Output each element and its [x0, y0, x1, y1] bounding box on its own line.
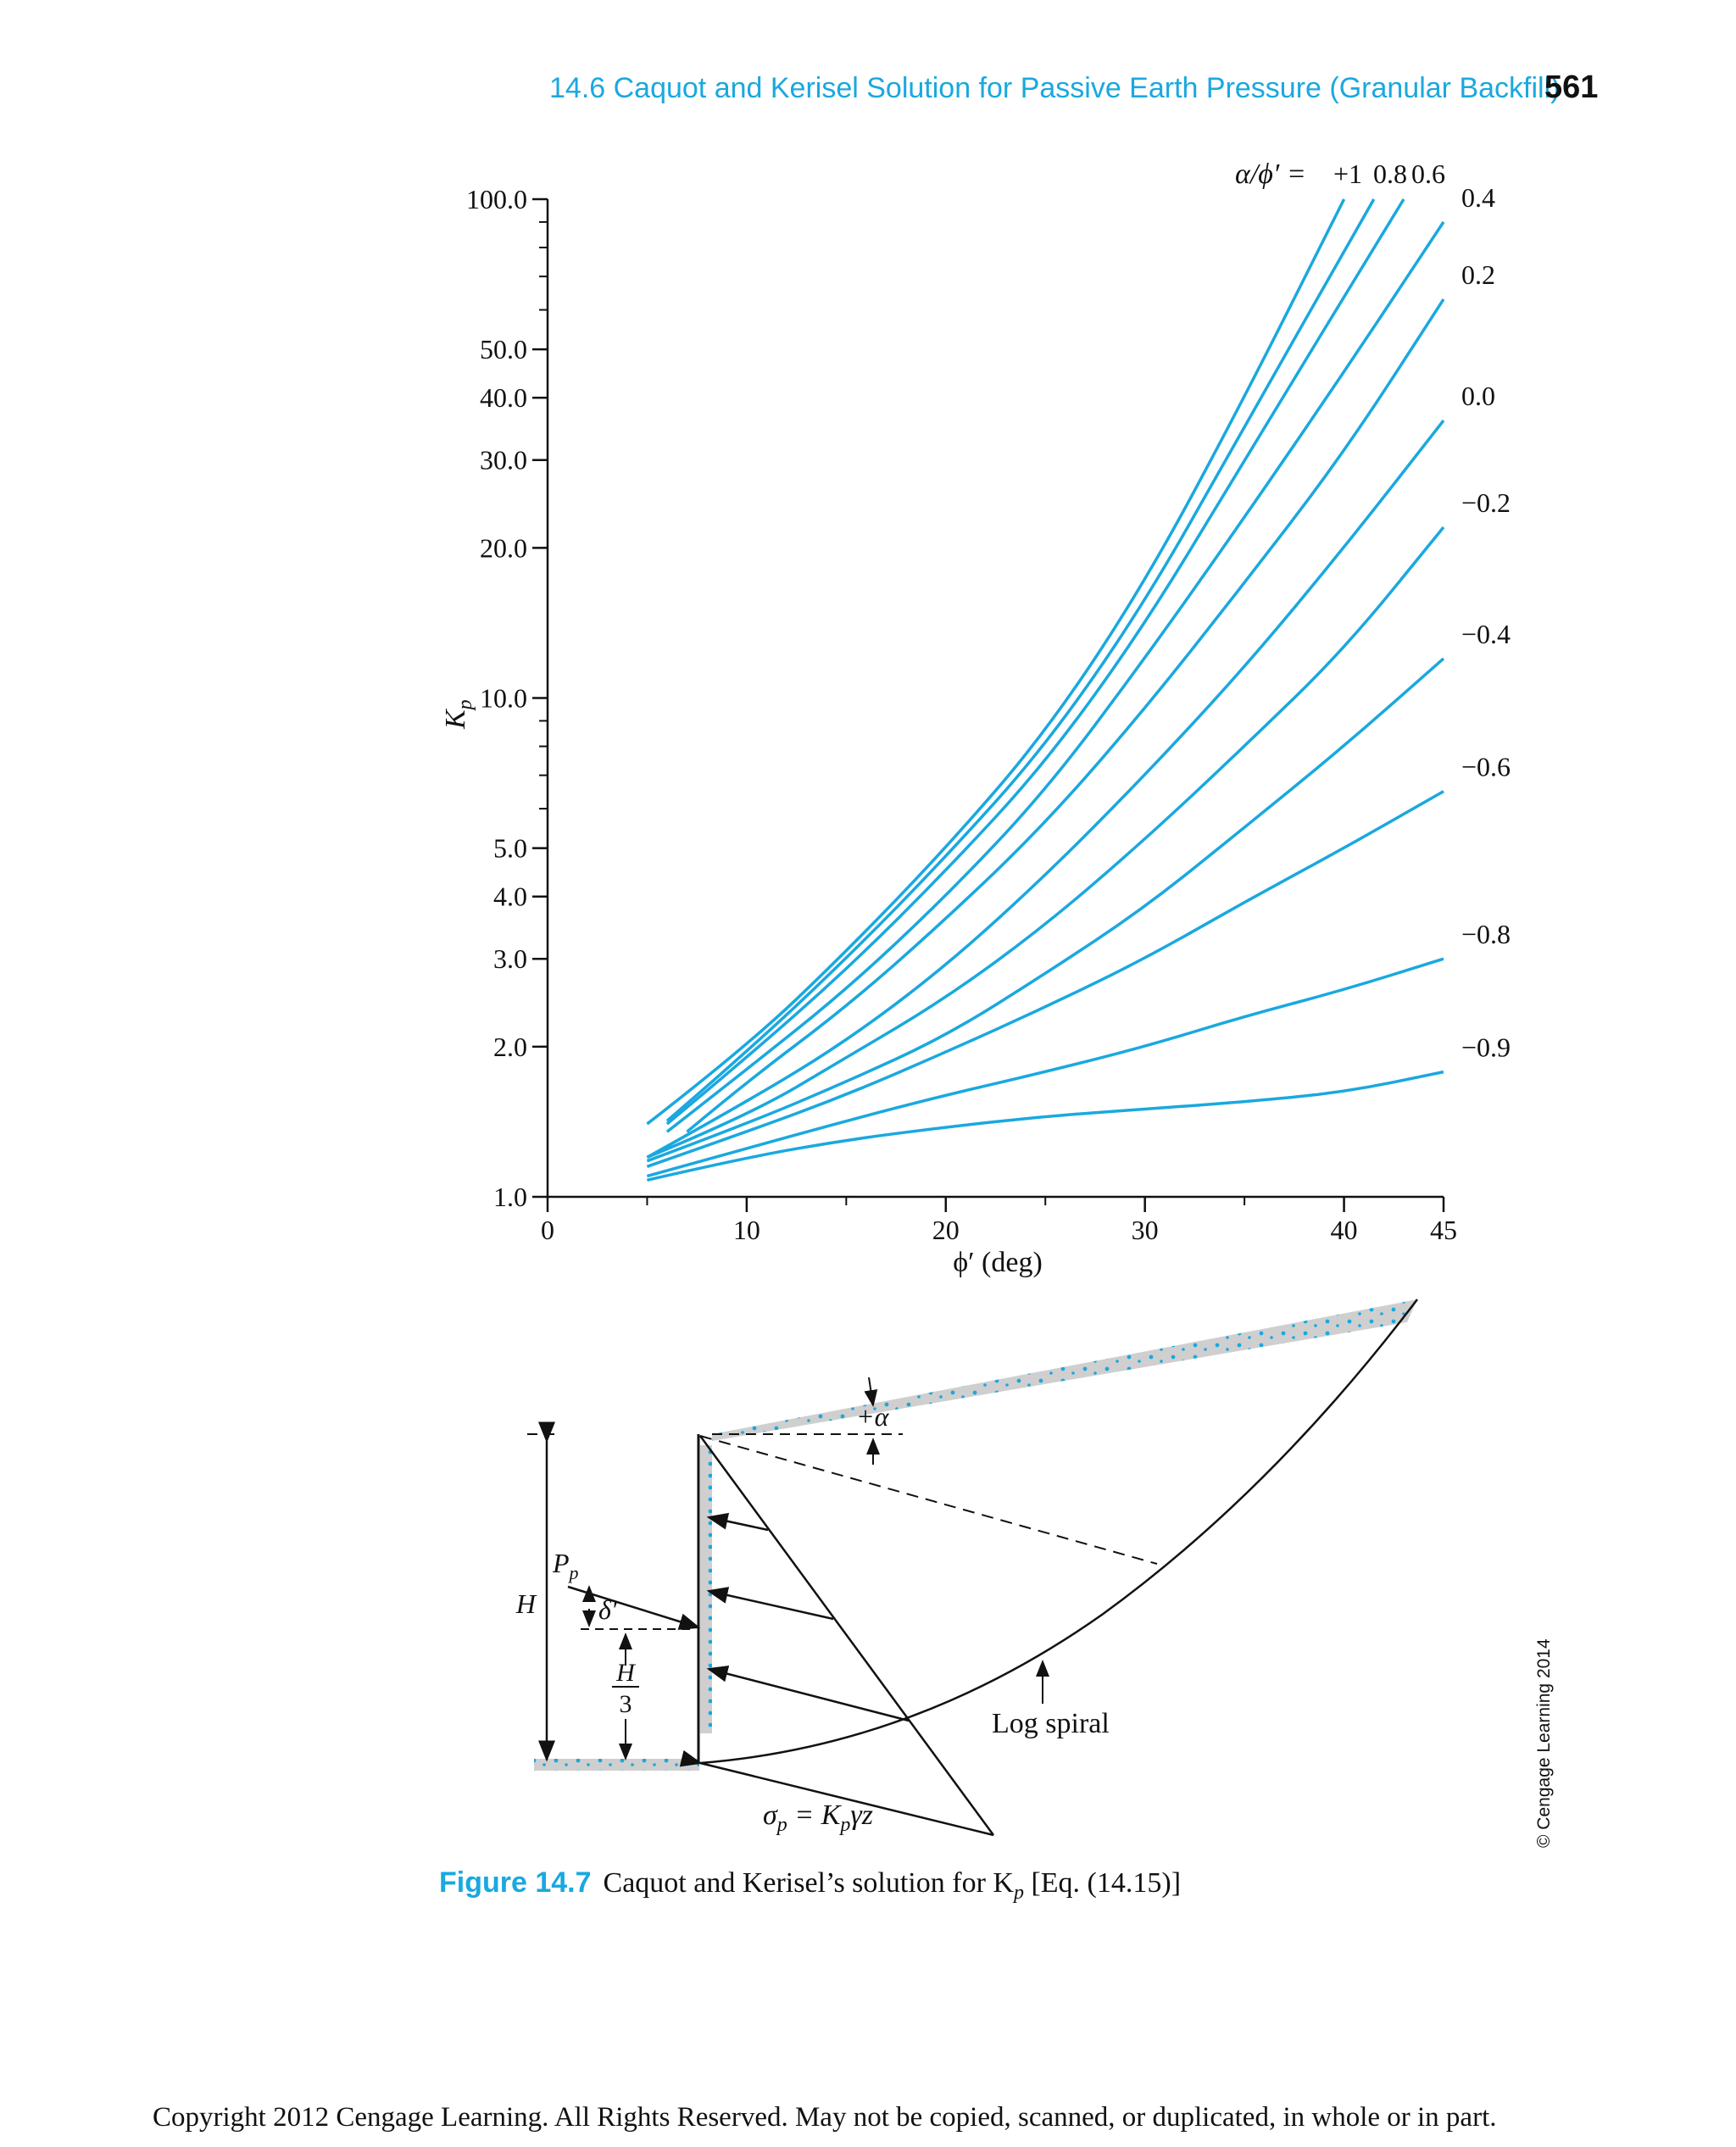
stress-triangle-edge — [698, 1435, 995, 1836]
stress-arrow-3 — [706, 1665, 910, 1722]
y-tick-label: 40.0 — [480, 382, 527, 413]
stress-arrow-1 — [706, 1512, 769, 1532]
x-tick-label: 30 — [1132, 1215, 1159, 1245]
h3-denominator: 3 — [620, 1690, 632, 1718]
series-line — [646, 420, 1445, 1159]
stress-arrow-2 — [706, 1587, 834, 1621]
series-line — [665, 198, 1405, 1126]
x-tick-label: 20 — [932, 1215, 960, 1245]
series-line — [646, 526, 1445, 1160]
y-tick-label: 4.0 — [493, 882, 527, 912]
series-label: −0.9 — [1461, 1032, 1511, 1063]
series-label: −0.4 — [1461, 619, 1511, 649]
sloped-backfill-surface — [712, 1299, 1417, 1441]
y-axis-label: Kp — [440, 699, 476, 730]
x-axis-label: ϕ′ (deg) — [953, 1247, 1043, 1278]
wall-face — [700, 1445, 712, 1733]
y-tick-label: 100.0 — [466, 184, 527, 214]
figure-label: Figure 14.7 — [439, 1866, 592, 1899]
series-line — [646, 198, 1346, 1126]
sigma-formula: σp = Kpγz — [763, 1799, 873, 1836]
y-tick-label: 3.0 — [493, 943, 527, 974]
series-label: −0.2 — [1461, 487, 1511, 518]
chart-series-labels: +1 0.8 0.6 0.4 0.2 0.0 −0.2 −0.4 −0.6 −0.8 −0.9 — [1333, 159, 1511, 1063]
series-label: −0.8 — [1461, 919, 1511, 949]
caption-subscript: p — [1013, 1881, 1024, 1904]
series-label: −0.6 — [1461, 752, 1511, 782]
pp-arrow — [567, 1585, 701, 1630]
series-line — [646, 790, 1444, 1168]
y-tick-label: 1.0 — [493, 1182, 527, 1212]
series-line — [646, 657, 1445, 1163]
planar-surface-dashed — [699, 1435, 1158, 1565]
h-label: H — [515, 1588, 537, 1619]
x-tick-label: 10 — [733, 1215, 760, 1245]
y-tick-label: 20.0 — [480, 532, 527, 563]
figure-caption: Figure 14.7 Caquot and Kerisel’s solution… — [439, 1866, 1181, 1905]
image-credit: © Cengage Learning 2014 — [1534, 1638, 1554, 1848]
series-line — [646, 957, 1444, 1178]
series-line — [665, 220, 1445, 1133]
pp-label: Pp — [552, 1548, 579, 1583]
x-tick-label: 0 — [541, 1215, 554, 1245]
alpha-label: +α — [856, 1401, 890, 1432]
y-tick-label: 50.0 — [480, 334, 527, 364]
x-tick-label: 40 — [1331, 1215, 1358, 1245]
series-label: 0.8 — [1373, 159, 1407, 189]
page-number: 561 — [1544, 70, 1599, 105]
caption-tail: [Eq. (14.15)] — [1023, 1867, 1182, 1899]
passive-pressure-diagram: +α Pp δ′ H H 3 Log spiral σp = Kpγz — [515, 1299, 1418, 1837]
copyright-footer: Copyright 2012 Cengage Learning. All Rig… — [153, 2102, 1497, 2133]
y-tick-label: 2.0 — [493, 1032, 527, 1062]
series-label: +1 — [1333, 159, 1362, 189]
series-line — [665, 198, 1376, 1122]
log-spiral-curve — [699, 1299, 1418, 1765]
legend-title: α/ϕ′ = — [1235, 159, 1306, 190]
chart-ticks: 1.0 2.0 3.0 4.0 5.0 10.0 20.0 30.0 40.0 50.0 100.0… — [466, 184, 1457, 1245]
series-line — [647, 1070, 1444, 1182]
base-ground — [534, 1759, 699, 1771]
x-tick-label: 45 — [1430, 1215, 1457, 1245]
log-spiral-label: Log spiral — [992, 1708, 1110, 1739]
kp-chart: 1.02.03.04.05.010.020.030.040.050.0100.0… — [440, 159, 1511, 1278]
series-label: 0.4 — [1461, 182, 1495, 213]
delta-label: δ′ — [598, 1594, 618, 1625]
running-head: 14.6 Caquot and Kerisel Solution for Pas… — [549, 72, 1561, 104]
chart-series — [646, 198, 1445, 1182]
series-label: 0.2 — [1461, 259, 1495, 290]
y-tick-label: 5.0 — [493, 833, 527, 864]
stress-triangle-base — [679, 1749, 994, 1837]
series-line — [686, 298, 1445, 1133]
y-tick-label: 10.0 — [480, 683, 527, 714]
y-tick-label: 30.0 — [480, 445, 527, 476]
caption-text: Caquot and Kerisel’s solution for K — [603, 1867, 1014, 1899]
alpha-arrow-top — [864, 1377, 878, 1407]
series-label: 0.0 — [1461, 381, 1495, 411]
h3-numerator: H — [615, 1659, 637, 1687]
series-label: 0.6 — [1411, 159, 1445, 189]
